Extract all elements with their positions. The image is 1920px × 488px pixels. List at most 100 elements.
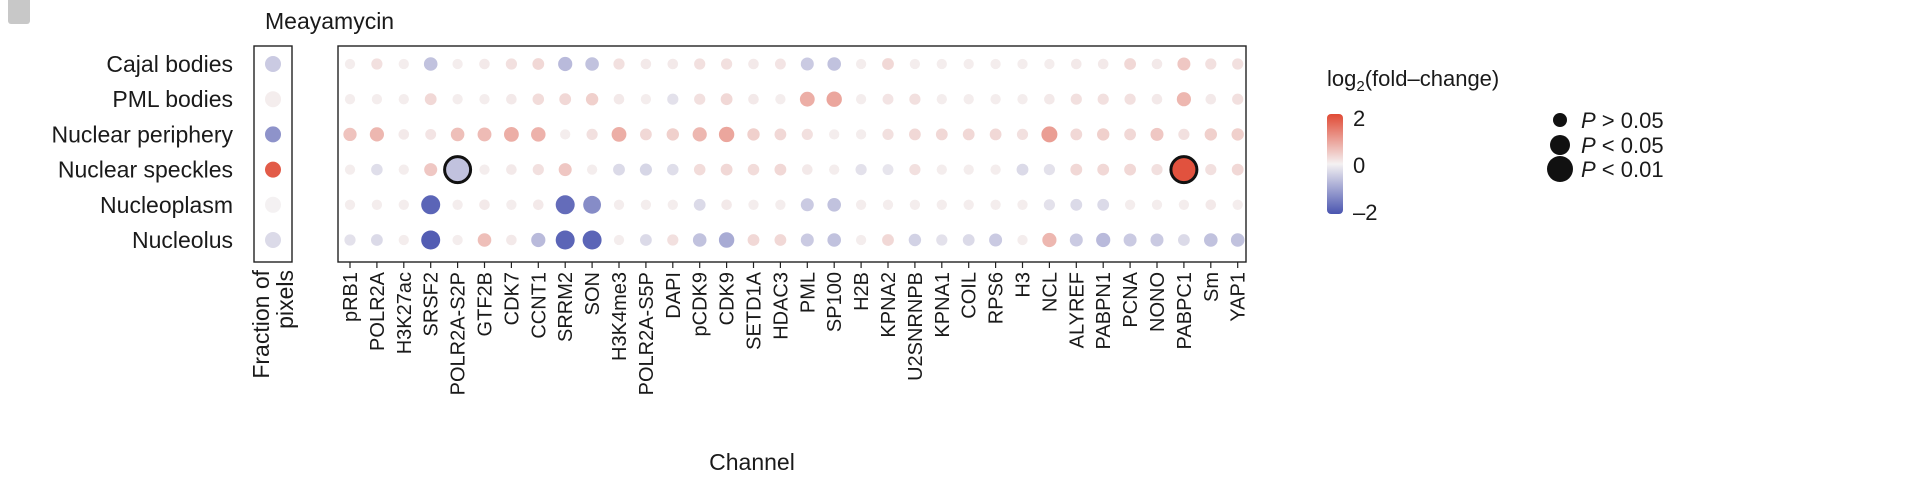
column-label: H3: [1013, 272, 1035, 298]
dot: [1150, 233, 1164, 247]
row-label: PML bodies: [112, 86, 233, 112]
dot: [1230, 233, 1245, 247]
dot: [585, 57, 599, 71]
dot: [613, 93, 625, 105]
column-label: NCL: [1039, 272, 1061, 312]
dot: [855, 164, 867, 176]
dot: [640, 128, 652, 141]
row-label: Nucleoplasm: [100, 192, 233, 218]
dot: [640, 234, 652, 246]
dot: [560, 129, 571, 140]
dot: [1097, 58, 1109, 70]
dot: [1204, 128, 1218, 141]
dot: [344, 199, 356, 210]
column-label: SETD1A: [744, 271, 766, 349]
dot: [398, 234, 409, 246]
column-label: CDK9: [717, 272, 739, 325]
dot: [558, 56, 573, 72]
dot: [477, 233, 492, 247]
dot: [452, 199, 463, 210]
dot: [800, 233, 814, 247]
size-legend-dot: [1550, 135, 1570, 155]
dot: [477, 127, 492, 142]
dot: [801, 128, 813, 140]
size-legend: P > 0.05P < 0.05P < 0.01: [1547, 108, 1664, 182]
column-label: YAP1: [1228, 272, 1250, 322]
column-label: PABPC1: [1174, 272, 1196, 349]
dot: [555, 230, 575, 250]
column-label: POLR2A-S5P: [636, 272, 658, 395]
dot: [990, 164, 1001, 175]
column-label: PML: [797, 272, 819, 313]
dot: [452, 234, 463, 246]
column-labels: pRB1 POLR2A H3K27ac SRSF2 POLR2A-S2P GTF2B CDK…: [340, 271, 1250, 395]
dot: [855, 129, 867, 140]
dot: [1016, 163, 1029, 176]
dot: [909, 93, 921, 105]
colorbar-tick-high: 2: [1353, 106, 1365, 131]
dot: [1231, 163, 1244, 176]
dot: [855, 199, 867, 210]
column-label: H3K27ac: [394, 272, 416, 354]
column-label: CCNT1: [528, 272, 550, 339]
dot: [936, 234, 948, 246]
dot: [343, 127, 357, 142]
dot-significant: [1169, 155, 1199, 185]
dot: [586, 164, 598, 175]
dot: [1205, 164, 1217, 176]
dot: [1205, 199, 1217, 211]
dot: [504, 126, 519, 142]
colorbar-tick-mid: 0: [1353, 153, 1365, 178]
dot: [747, 234, 760, 246]
dot: [882, 128, 894, 140]
dot: [398, 129, 410, 140]
dot: [1178, 199, 1190, 210]
dot: [1042, 232, 1057, 248]
dot: [506, 93, 517, 105]
dot: [800, 57, 814, 71]
column-label: CDK7: [501, 272, 523, 325]
dot: [1017, 199, 1028, 210]
column-label: KPNA2: [878, 272, 900, 338]
dot: [1151, 58, 1163, 70]
dot: [963, 199, 974, 210]
dot: [721, 58, 733, 70]
dot: [1124, 163, 1136, 176]
dot: [693, 198, 706, 211]
dot: [694, 58, 706, 70]
column-label: PABPN1: [1093, 272, 1115, 349]
dot: [479, 94, 490, 105]
fraction-dot: [265, 161, 281, 178]
dot: [989, 128, 1002, 141]
size-legend-label: P < 0.01: [1581, 157, 1664, 182]
dot: [1177, 57, 1191, 71]
dot: [775, 94, 786, 105]
dot: [774, 128, 787, 141]
fraction-panel-frame: [253, 45, 293, 263]
dot: [640, 58, 652, 70]
dot: [882, 164, 894, 176]
dot: [962, 234, 975, 246]
dot: [1232, 93, 1244, 105]
column-label: H3K4me3: [609, 272, 631, 361]
column-label: PCNA: [1120, 271, 1142, 327]
dot: [421, 230, 441, 250]
dot: [344, 58, 356, 70]
column-label: pRB1: [340, 272, 362, 322]
dot: [800, 198, 814, 212]
dot: [1205, 93, 1217, 105]
fraction-label-line2: pixels: [272, 270, 298, 329]
dot: [963, 164, 974, 175]
column-label: HDAC3: [770, 272, 792, 340]
dot: [1096, 232, 1111, 248]
dot: [1151, 93, 1163, 105]
fraction-dots: [265, 56, 281, 248]
column-label: DAPI: [663, 272, 685, 319]
dot: [1071, 58, 1082, 70]
dot: [371, 58, 383, 70]
dot: [936, 199, 947, 210]
dot: [909, 58, 921, 70]
dot: [963, 58, 974, 70]
